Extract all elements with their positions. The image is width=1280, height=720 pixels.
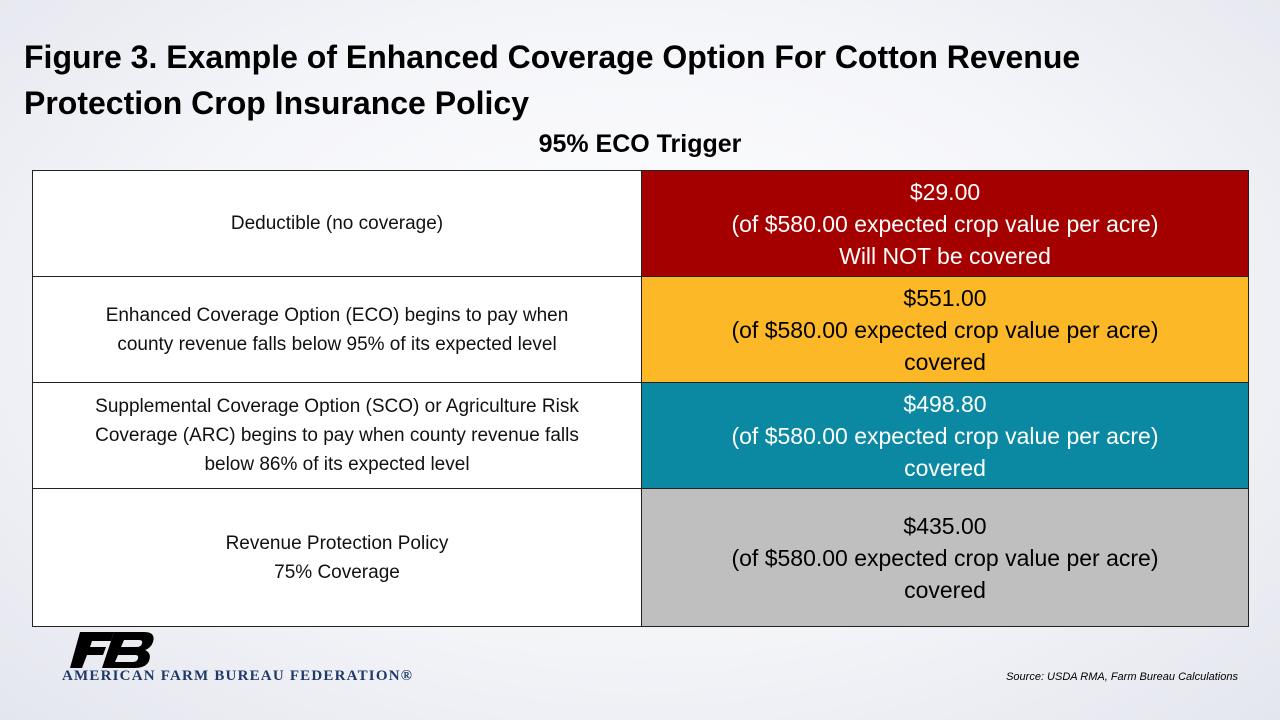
label-line: 75% Coverage (274, 561, 400, 583)
value-amount: $435.00 (903, 512, 987, 539)
row-label-sco-arc: Supplemental Coverage Option (SCO) or Ag… (32, 382, 642, 489)
label-line: Coverage (ARC) begins to pay when county… (95, 425, 579, 446)
table-row: Deductible (no coverage) $29.00 (of $580… (32, 170, 1249, 277)
row-value-eco: $551.00 (of $580.00 expected crop value … (641, 276, 1249, 383)
table-row: Supplemental Coverage Option (SCO) or Ag… (32, 382, 1249, 489)
coverage-table: Deductible (no coverage) $29.00 (of $580… (32, 170, 1249, 627)
row-value-sco-arc: $498.80 (of $580.00 expected crop value … (641, 382, 1249, 489)
table-row: Enhanced Coverage Option (ECO) begins to… (32, 276, 1249, 383)
value-note: (of $580.00 expected crop value per acre… (731, 210, 1159, 237)
table-subtitle: 95% ECO Trigger (538, 130, 742, 158)
value-status: covered (904, 348, 986, 375)
label-line: Deductible (no coverage) (230, 213, 444, 234)
page-title: Figure 3. Example of Enhanced Coverage O… (24, 34, 1224, 126)
value-note: (of $580.00 expected crop value per acre… (731, 544, 1159, 571)
title-line-1: Figure 3. Example of Enhanced Coverage O… (24, 39, 1081, 75)
logo-text: AMERICAN FARM BUREAU FEDERATION® (62, 668, 414, 684)
label-line: Revenue Protection Policy (225, 532, 449, 554)
label-line: Supplemental Coverage Option (SCO) or Ag… (95, 396, 579, 417)
row-label-revenue-protection: Revenue Protection Policy 75% Coverage (32, 488, 642, 627)
value-amount: $551.00 (903, 284, 987, 311)
value-note: (of $580.00 expected crop value per acre… (731, 316, 1159, 343)
value-status: covered (904, 576, 986, 603)
value-status: Will NOT be covered (839, 242, 1051, 269)
value-note: (of $580.00 expected crop value per acre… (731, 422, 1159, 449)
row-value-revenue-protection: $435.00 (of $580.00 expected crop value … (641, 488, 1249, 627)
afbf-logo: AMERICAN FARM BUREAU FEDERATION® (62, 630, 462, 686)
table-row: Revenue Protection Policy 75% Coverage $… (32, 488, 1249, 627)
value-amount: $29.00 (909, 178, 981, 205)
value-amount: $498.80 (903, 390, 987, 417)
row-label-eco: Enhanced Coverage Option (ECO) begins to… (32, 276, 642, 383)
label-line: county revenue falls below 95% of its ex… (117, 333, 557, 355)
fb-logo-icon (70, 632, 154, 668)
title-line-2: Protection Crop Insurance Policy (24, 85, 529, 121)
row-label-deductible: Deductible (no coverage) (32, 170, 642, 277)
value-status: covered (904, 454, 986, 481)
label-line: below 86% of its expected level (204, 454, 470, 475)
source-note: Source: USDA RMA, Farm Bureau Calculatio… (1006, 671, 1238, 683)
row-value-deductible: $29.00 (of $580.00 expected crop value p… (641, 170, 1249, 277)
label-line: Enhanced Coverage Option (ECO) begins to… (105, 304, 569, 326)
